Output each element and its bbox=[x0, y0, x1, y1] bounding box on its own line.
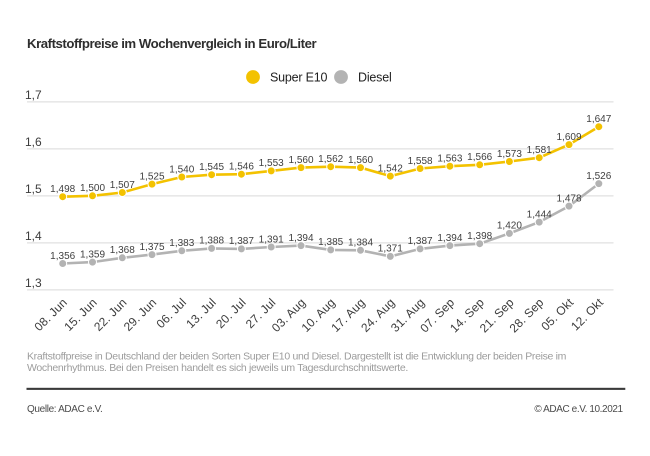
svg-text:1,647: 1,647 bbox=[586, 114, 611, 125]
svg-text:1,383: 1,383 bbox=[169, 238, 194, 249]
svg-text:1,387: 1,387 bbox=[229, 236, 254, 247]
svg-text:1,371: 1,371 bbox=[378, 244, 403, 255]
svg-text:1,356: 1,356 bbox=[50, 251, 75, 262]
svg-text:1,394: 1,394 bbox=[288, 233, 313, 244]
svg-text:1,7: 1,7 bbox=[25, 88, 42, 102]
svg-text:Diesel: Diesel bbox=[358, 71, 392, 85]
svg-text:1,420: 1,420 bbox=[497, 221, 522, 232]
svg-text:Kraftstoffpreise im Wochenverg: Kraftstoffpreise im Wochenvergleich in E… bbox=[27, 36, 316, 51]
svg-text:1,385: 1,385 bbox=[318, 237, 343, 248]
svg-text:1,5: 1,5 bbox=[25, 182, 42, 196]
svg-text:1,391: 1,391 bbox=[259, 234, 284, 245]
svg-text:1,507: 1,507 bbox=[110, 180, 135, 191]
svg-text:1,4: 1,4 bbox=[25, 229, 42, 243]
svg-text:1,398: 1,398 bbox=[467, 231, 492, 242]
svg-text:1,562: 1,562 bbox=[318, 154, 343, 165]
svg-text:1,3: 1,3 bbox=[25, 276, 42, 290]
svg-text:1,525: 1,525 bbox=[139, 171, 164, 182]
svg-text:1,498: 1,498 bbox=[50, 184, 75, 195]
svg-text:Super E10: Super E10 bbox=[270, 71, 328, 85]
svg-text:1,581: 1,581 bbox=[527, 145, 552, 156]
svg-text:1,563: 1,563 bbox=[437, 154, 462, 165]
svg-text:1,368: 1,368 bbox=[110, 245, 135, 256]
svg-text:1,6: 1,6 bbox=[25, 135, 42, 149]
svg-text:1,553: 1,553 bbox=[259, 158, 284, 169]
svg-text:1,375: 1,375 bbox=[139, 242, 164, 253]
svg-text:1,526: 1,526 bbox=[586, 171, 611, 182]
svg-text:Wochenrhythmus. Bei den Preise: Wochenrhythmus. Bei den Preisen handelt … bbox=[27, 362, 408, 374]
svg-text:1,388: 1,388 bbox=[199, 236, 224, 247]
svg-text:Quelle: ADAC e.V.: Quelle: ADAC e.V. bbox=[27, 404, 102, 415]
svg-text:1,500: 1,500 bbox=[80, 183, 105, 194]
svg-text:1,566: 1,566 bbox=[467, 152, 492, 163]
svg-text:1,573: 1,573 bbox=[497, 149, 522, 160]
svg-text:1,542: 1,542 bbox=[378, 163, 403, 174]
svg-text:1,545: 1,545 bbox=[199, 162, 224, 173]
svg-text:1,558: 1,558 bbox=[408, 156, 433, 167]
svg-text:1,384: 1,384 bbox=[348, 238, 373, 249]
svg-text:1,444: 1,444 bbox=[527, 209, 552, 220]
svg-text:1,478: 1,478 bbox=[556, 193, 581, 204]
svg-text:© ADAC e.V. 10.2021: © ADAC e.V. 10.2021 bbox=[534, 404, 623, 415]
svg-text:1,560: 1,560 bbox=[288, 155, 313, 166]
svg-text:1,394: 1,394 bbox=[437, 233, 462, 244]
svg-text:1,609: 1,609 bbox=[556, 132, 581, 143]
svg-text:Kraftstoffpreise in Deutschlan: Kraftstoffpreise in Deutschland der beid… bbox=[27, 350, 567, 362]
svg-text:1,359: 1,359 bbox=[80, 249, 105, 260]
svg-text:1,560: 1,560 bbox=[348, 155, 373, 166]
svg-text:1,387: 1,387 bbox=[408, 236, 433, 247]
svg-text:1,546: 1,546 bbox=[229, 162, 254, 173]
svg-text:1,540: 1,540 bbox=[169, 164, 194, 175]
